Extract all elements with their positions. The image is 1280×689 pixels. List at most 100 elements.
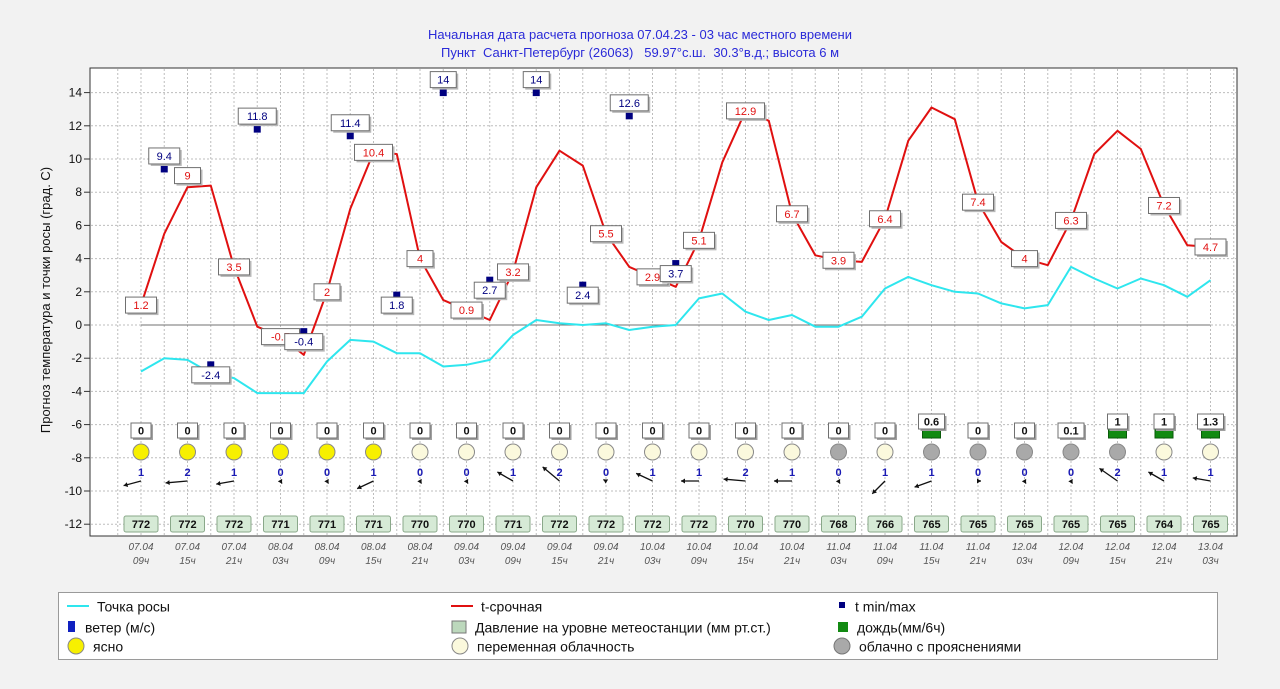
precip-box xyxy=(735,422,756,439)
wind-arrow-head xyxy=(835,478,841,484)
pressure-value: 771 xyxy=(318,519,336,531)
wind-speed: 2 xyxy=(184,467,190,479)
t-value-label: 5.5 xyxy=(598,229,613,241)
minmax-marker xyxy=(300,328,308,336)
minmax-value-label: 14 xyxy=(530,75,542,87)
t-value-label: 6.3 xyxy=(1063,215,1078,227)
y-tick-label: 4 xyxy=(75,252,82,266)
x-hour-label: 03ч xyxy=(1016,556,1032,567)
pressure-box xyxy=(449,515,484,533)
precip-value: 0.1 xyxy=(1063,426,1078,438)
series-group: 1.293.5-0.7210.440.93.25.52.95.112.96.73… xyxy=(125,71,1228,395)
minmax-marker xyxy=(672,260,680,268)
wind-arrow-head xyxy=(1148,471,1154,477)
t-value-label-box xyxy=(869,210,901,228)
pressure-box xyxy=(216,515,252,533)
x-hour-label: 03ч xyxy=(644,556,660,567)
minmax-value-label: 14 xyxy=(437,75,449,87)
t-value-label: 6.4 xyxy=(877,214,892,226)
minmax-value-label-box xyxy=(522,71,550,89)
legend-pressure: Давление на уровне метеостанции (мм рт.с… xyxy=(451,618,771,635)
wind-speed: 1 xyxy=(1207,467,1213,479)
pressure-box xyxy=(1053,515,1089,533)
title-line-2: Пункт Санкт-Петербург (26063) 59.97°с.ш.… xyxy=(440,45,840,60)
t-value-label: 4.7 xyxy=(1203,242,1218,254)
x-hour-label: 15ч xyxy=(365,556,381,567)
wind-arrow-head xyxy=(636,472,641,478)
minmax-square-icon xyxy=(839,602,845,609)
precip-box xyxy=(828,422,849,439)
t-value-label-box xyxy=(313,283,341,301)
wind-speed: 1 xyxy=(928,467,934,479)
y-axis-label: Прогноз температура и точки росы (град. … xyxy=(38,167,53,433)
t-value-label-box xyxy=(822,251,855,269)
y-tick-label: 8 xyxy=(75,185,82,199)
minmax-marker xyxy=(346,132,354,140)
pressure-value: 772 xyxy=(690,519,708,531)
t-value-label: 5.1 xyxy=(691,235,706,247)
pressure-box xyxy=(356,515,391,533)
x-hour-label: 15ч xyxy=(179,556,195,567)
minmax-marker xyxy=(532,89,540,97)
wind-speed: 1 xyxy=(882,467,888,479)
pressure-box xyxy=(728,515,763,533)
t-value-label: 0.9 xyxy=(459,305,474,317)
x-date-label: 12.04 xyxy=(1105,542,1130,553)
x-date-label: 11.04 xyxy=(873,542,898,553)
x-hour-label: 09ч xyxy=(691,556,707,567)
precip-value: 0 xyxy=(417,426,423,438)
x-hour-label: 09ч xyxy=(1063,556,1079,567)
x-hour-label: 21ч xyxy=(597,556,614,567)
precip-value: 0 xyxy=(882,426,888,438)
wind-arrow-head xyxy=(1099,468,1105,473)
t-value-label-box xyxy=(497,263,529,281)
y-tick-label: 2 xyxy=(75,285,82,299)
precip-value: 0 xyxy=(277,426,283,438)
wind-arrow-head xyxy=(603,479,609,484)
x-hour-label: 09ч xyxy=(505,556,521,567)
wind-speed: 0 xyxy=(603,467,609,479)
precip-value: 0 xyxy=(138,426,144,438)
title-line-1: Начальная дата расчета прогноза 07.04.23… xyxy=(428,27,852,42)
wind-arrow-head xyxy=(324,478,329,484)
variable-cloud-icon xyxy=(783,443,801,461)
t-value-label: 3.9 xyxy=(831,255,846,267)
sun-icon xyxy=(67,637,85,655)
minmax-value-label: 2.7 xyxy=(482,285,497,297)
minmax-value-label: 2.4 xyxy=(575,290,590,302)
t-line-icon xyxy=(451,605,473,608)
precip-value: 0 xyxy=(975,426,981,438)
x-date-label: 12.04 xyxy=(1151,542,1176,553)
wind-arrow-head xyxy=(872,489,877,494)
precip-value: 0 xyxy=(696,426,702,438)
t-value-label: 1.2 xyxy=(133,300,148,312)
precip-box xyxy=(918,413,945,430)
minmax-marker xyxy=(439,89,447,97)
x-date-label: 09.04 xyxy=(593,542,618,553)
legend-t-minmax: t min/max xyxy=(837,597,916,614)
pressure-value: 772 xyxy=(550,519,568,531)
pressure-value: 770 xyxy=(457,519,475,531)
wind-arrow-head xyxy=(774,478,778,484)
pressure-box xyxy=(263,515,298,533)
precip-value: 0 xyxy=(231,426,237,438)
precip-value: 0 xyxy=(556,426,562,438)
y-tick-label: 14 xyxy=(69,86,83,100)
minmax-value-label: 3.7 xyxy=(668,269,683,281)
minmax-value-label: 1.8 xyxy=(389,300,404,312)
x-date-label: 10.04 xyxy=(640,542,665,553)
wind-speed: 0 xyxy=(1068,467,1074,479)
wind-speed: 0 xyxy=(277,467,283,479)
cloudy-icon xyxy=(1109,443,1126,461)
variable-cloud-icon xyxy=(451,637,469,655)
x-date-label: 11.04 xyxy=(919,542,944,553)
precip-box xyxy=(642,422,663,439)
pressure-box xyxy=(402,515,438,533)
x-hour-label: 15ч xyxy=(551,556,567,567)
x-hour-label: 03ч xyxy=(830,556,846,567)
pressure-box xyxy=(309,515,345,533)
wind-speed: 1 xyxy=(789,467,795,479)
pressure-box xyxy=(960,515,996,533)
x-hour-label: 15ч xyxy=(1109,556,1125,567)
y-tick-label: -10 xyxy=(65,484,83,498)
